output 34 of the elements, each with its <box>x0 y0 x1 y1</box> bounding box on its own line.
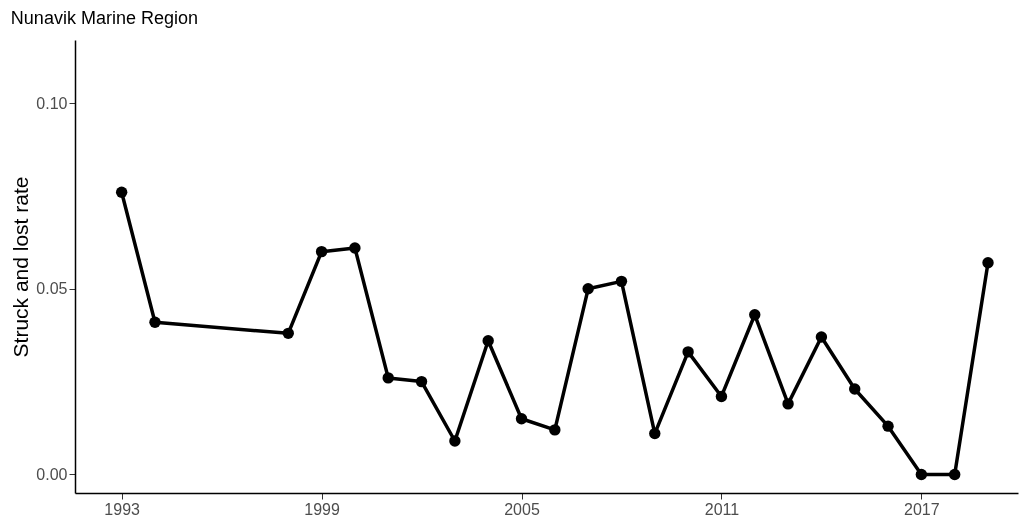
point <box>815 331 828 343</box>
point <box>449 435 461 447</box>
x-tick-label: 1993 <box>104 500 141 518</box>
y-tick-label: 0.00 <box>36 465 68 483</box>
point <box>349 242 361 254</box>
x-tick-label: 2005 <box>504 500 540 518</box>
point <box>749 309 761 321</box>
point <box>882 420 894 432</box>
y-tick-label: 0.10 <box>36 94 68 112</box>
point <box>982 257 994 269</box>
point <box>482 335 494 347</box>
x-tick-label: 2017 <box>904 500 940 518</box>
point <box>715 390 728 403</box>
x-tick-label: 2011 <box>704 500 740 518</box>
x-tick-label: 1999 <box>304 500 340 518</box>
y-tick-label: 0.05 <box>36 280 68 298</box>
point <box>682 346 694 358</box>
point <box>582 283 594 295</box>
point <box>315 245 328 258</box>
point <box>849 383 861 395</box>
point <box>149 316 161 328</box>
point <box>282 327 294 340</box>
point <box>515 413 528 425</box>
y-axis-title: Struck and lost rate <box>9 176 33 358</box>
point <box>615 275 628 288</box>
point <box>948 468 961 481</box>
point <box>115 186 128 198</box>
point <box>415 375 428 388</box>
chart-title: Nunavik Marine Region <box>10 8 198 28</box>
point <box>549 424 561 436</box>
point <box>382 372 394 384</box>
point <box>915 468 928 481</box>
point <box>782 398 794 410</box>
point <box>649 427 661 440</box>
